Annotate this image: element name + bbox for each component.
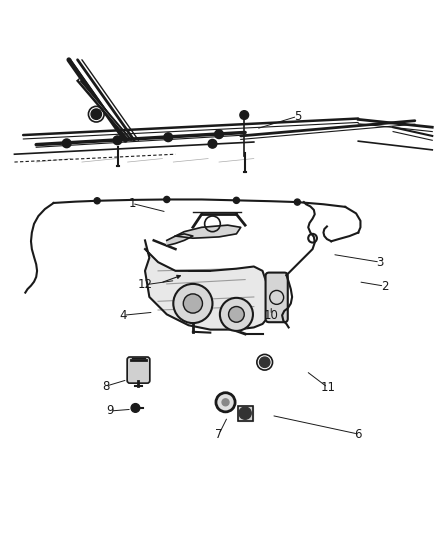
Circle shape (233, 197, 240, 204)
Circle shape (184, 294, 202, 313)
Circle shape (215, 130, 223, 139)
FancyBboxPatch shape (238, 406, 253, 421)
Text: 4: 4 (120, 309, 127, 322)
Polygon shape (176, 225, 241, 238)
Text: 7: 7 (215, 427, 223, 441)
FancyBboxPatch shape (127, 357, 150, 383)
Text: 10: 10 (264, 309, 279, 322)
Text: 9: 9 (106, 405, 114, 417)
FancyBboxPatch shape (265, 272, 288, 322)
Circle shape (216, 393, 235, 412)
Circle shape (164, 133, 173, 142)
Text: 11: 11 (320, 381, 336, 394)
Text: 8: 8 (102, 379, 110, 393)
Polygon shape (167, 234, 193, 246)
Text: 1: 1 (128, 197, 136, 210)
Circle shape (240, 111, 249, 119)
Circle shape (164, 197, 170, 203)
Polygon shape (145, 240, 271, 329)
Circle shape (94, 198, 100, 204)
Circle shape (131, 403, 140, 413)
Circle shape (113, 136, 122, 144)
Circle shape (220, 298, 253, 331)
Circle shape (62, 139, 71, 148)
Circle shape (229, 306, 244, 322)
Text: 5: 5 (293, 110, 301, 123)
Circle shape (222, 399, 229, 406)
Circle shape (91, 109, 102, 119)
Text: 6: 6 (354, 427, 362, 441)
Text: 2: 2 (381, 280, 388, 293)
Text: 3: 3 (376, 256, 384, 269)
Circle shape (208, 140, 217, 148)
Circle shape (173, 284, 212, 323)
Text: 12: 12 (138, 278, 152, 291)
Circle shape (239, 407, 251, 419)
Circle shape (294, 199, 300, 205)
Circle shape (259, 357, 270, 367)
